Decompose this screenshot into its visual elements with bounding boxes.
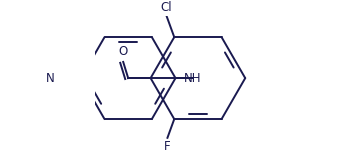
Text: Cl: Cl: [161, 1, 172, 14]
Text: N: N: [46, 72, 55, 85]
Text: F: F: [164, 140, 171, 153]
Text: NH: NH: [184, 72, 202, 85]
Text: O: O: [119, 45, 128, 58]
